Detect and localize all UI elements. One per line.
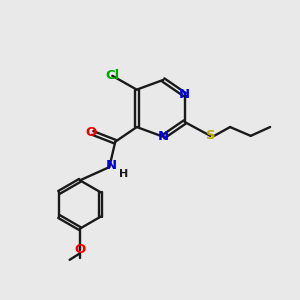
Text: O: O [85,126,97,140]
Text: H: H [119,169,128,179]
Text: N: N [179,88,190,101]
Text: O: O [74,243,86,256]
Text: Cl: Cl [105,69,119,82]
Text: N: N [105,159,116,172]
Text: S: S [206,129,215,142]
Text: N: N [158,130,169,143]
